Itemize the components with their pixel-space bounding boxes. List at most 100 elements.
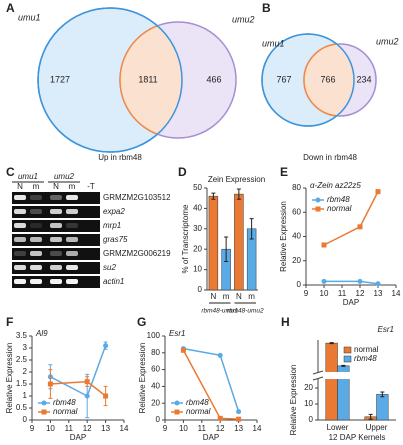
- y-tick-label: 20: [193, 244, 202, 253]
- series-line: [324, 280, 379, 285]
- y-tick-label: 0: [309, 415, 314, 424]
- marker: [217, 352, 223, 358]
- legend-label: rbm48: [327, 195, 350, 204]
- legend-label: normal: [53, 407, 78, 416]
- gel-band: [14, 195, 26, 200]
- chart-title: Zein Expression: [208, 175, 265, 184]
- x-tick-label: Upper: [366, 423, 388, 432]
- caption: Up in rbm48: [98, 153, 142, 162]
- marker: [84, 379, 90, 385]
- error-bar: [211, 192, 216, 200]
- error-bar: [368, 413, 373, 420]
- gene-label: su2: [103, 263, 116, 272]
- gel-band: [66, 223, 78, 228]
- gene-label: actin1: [103, 277, 124, 286]
- gel-band: [50, 237, 62, 242]
- set-label: umu1: [262, 38, 285, 48]
- error-bar: [249, 218, 254, 240]
- gel-band: [14, 223, 26, 228]
- y-tick-label: 0: [198, 285, 203, 294]
- count-label: 1727: [50, 74, 70, 84]
- gel-band: [66, 209, 78, 214]
- y-tick-label: 3: [23, 343, 28, 352]
- x-tick-label: 11: [198, 424, 207, 433]
- gel-band: [30, 251, 42, 256]
- count-label: 466: [206, 74, 221, 84]
- y-tick-label: 20: [151, 398, 160, 407]
- group-label: rbm48-umu2: [227, 308, 264, 315]
- panel-label: F: [6, 315, 13, 329]
- gel-band: [14, 279, 26, 284]
- gel-band: [66, 279, 78, 284]
- group-label: umu1: [18, 172, 38, 181]
- gel-band: [50, 251, 62, 256]
- marker: [236, 409, 242, 415]
- gel-band: [50, 223, 62, 228]
- gene-label: mrp1: [103, 221, 121, 230]
- y-tick-label: 80: [292, 183, 301, 192]
- gel-band: [30, 223, 42, 228]
- error-bar: [341, 364, 346, 367]
- marker: [103, 393, 109, 399]
- bar: [376, 394, 389, 421]
- x-tick-label: Lower: [327, 423, 349, 432]
- x-tick-label: 14: [253, 424, 262, 433]
- y-tick-label: 2.5: [16, 355, 28, 364]
- y-tick-label: 0: [23, 415, 28, 424]
- legend-marker: [174, 400, 180, 406]
- set-label: umu1: [18, 12, 41, 22]
- x-axis-label: DAP: [203, 433, 219, 442]
- gel-band: [66, 265, 78, 270]
- x-tick-label: 9: [304, 289, 309, 298]
- marker: [321, 242, 327, 248]
- y-axis-label: % of Transcriptome: [181, 204, 190, 273]
- legend-marker: [315, 197, 321, 203]
- group-label: rbm48-umu1: [201, 308, 238, 315]
- marker: [103, 343, 109, 349]
- count-label: 766: [320, 74, 335, 84]
- series-line: [50, 380, 107, 397]
- x-tick-label: N: [210, 292, 216, 301]
- legend-label: normal: [327, 204, 352, 213]
- x-tick-label: m: [248, 292, 255, 301]
- y-tick-label: 60: [151, 365, 160, 374]
- y-tick-label: 1: [23, 391, 28, 400]
- count-label: 767: [276, 74, 291, 84]
- bar: [234, 193, 244, 291]
- marker: [217, 415, 223, 421]
- y-tick-label: 1.5: [16, 379, 28, 388]
- gel-band: [50, 209, 62, 214]
- gel-band: [66, 237, 78, 242]
- marker: [180, 347, 186, 353]
- panel-label: D: [178, 165, 187, 179]
- y-tick-label: 60: [292, 207, 301, 216]
- legend-label: normal: [186, 407, 211, 416]
- gel-strip: [12, 192, 100, 204]
- panel-label: B: [262, 1, 271, 15]
- gel-band: [30, 195, 42, 200]
- marker: [357, 278, 363, 284]
- gene-label: GRMZM2G103512: [103, 193, 171, 202]
- count-label: 234: [356, 74, 371, 84]
- break-mark: [312, 370, 324, 381]
- gene-label: GRMZM2G006219: [103, 249, 171, 258]
- y-tick-label: 20: [292, 256, 301, 265]
- lane-label: m: [69, 182, 76, 191]
- x-axis-label: DAP: [343, 298, 359, 307]
- x-tick-label: 12: [216, 424, 225, 433]
- x-tick-label: 14: [392, 289, 401, 298]
- panel-label: C: [6, 165, 15, 179]
- gel-band: [14, 209, 26, 214]
- axis-break: [312, 372, 396, 379]
- overlap-edge: [37, 7, 183, 153]
- lane-label: N: [53, 182, 59, 191]
- chart-title: α-Zein az22z5: [310, 181, 361, 190]
- x-tick-label: 10: [46, 424, 55, 433]
- legend-swatch: [343, 346, 352, 354]
- y-tick-label: 0: [297, 280, 302, 289]
- gel-band: [50, 279, 62, 284]
- y-tick-label: 0.5: [16, 403, 28, 412]
- gel-band: [14, 251, 26, 256]
- error-bar: [224, 236, 229, 262]
- gel-band: [30, 265, 42, 270]
